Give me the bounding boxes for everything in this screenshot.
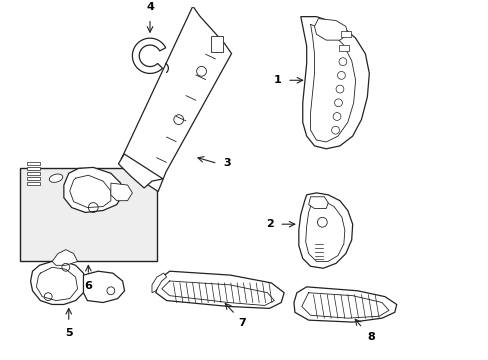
- Polygon shape: [308, 197, 327, 208]
- Bar: [27, 167, 41, 170]
- Text: 8: 8: [366, 332, 374, 342]
- Bar: [27, 181, 41, 185]
- Polygon shape: [152, 273, 166, 293]
- Polygon shape: [298, 193, 352, 268]
- Polygon shape: [300, 17, 368, 149]
- Bar: [27, 172, 41, 175]
- Polygon shape: [293, 287, 396, 322]
- Ellipse shape: [49, 174, 62, 183]
- Polygon shape: [52, 249, 78, 265]
- Polygon shape: [31, 261, 85, 305]
- Bar: [27, 162, 41, 166]
- Bar: [27, 177, 41, 180]
- Polygon shape: [83, 271, 124, 302]
- Text: 4: 4: [146, 2, 154, 12]
- Text: 3: 3: [223, 158, 231, 168]
- Polygon shape: [156, 271, 284, 309]
- Polygon shape: [210, 36, 222, 52]
- Polygon shape: [64, 167, 122, 212]
- Text: 1: 1: [273, 75, 281, 85]
- Text: 7: 7: [238, 318, 245, 328]
- Text: 2: 2: [265, 219, 273, 229]
- Polygon shape: [118, 154, 163, 188]
- Bar: [20, 168, 157, 261]
- Text: 5: 5: [65, 328, 72, 338]
- Polygon shape: [132, 38, 165, 73]
- Text: 6: 6: [84, 281, 92, 291]
- Bar: [340, 31, 350, 37]
- Bar: [339, 45, 348, 51]
- Polygon shape: [121, 6, 231, 192]
- Polygon shape: [111, 183, 132, 201]
- Polygon shape: [314, 19, 347, 40]
